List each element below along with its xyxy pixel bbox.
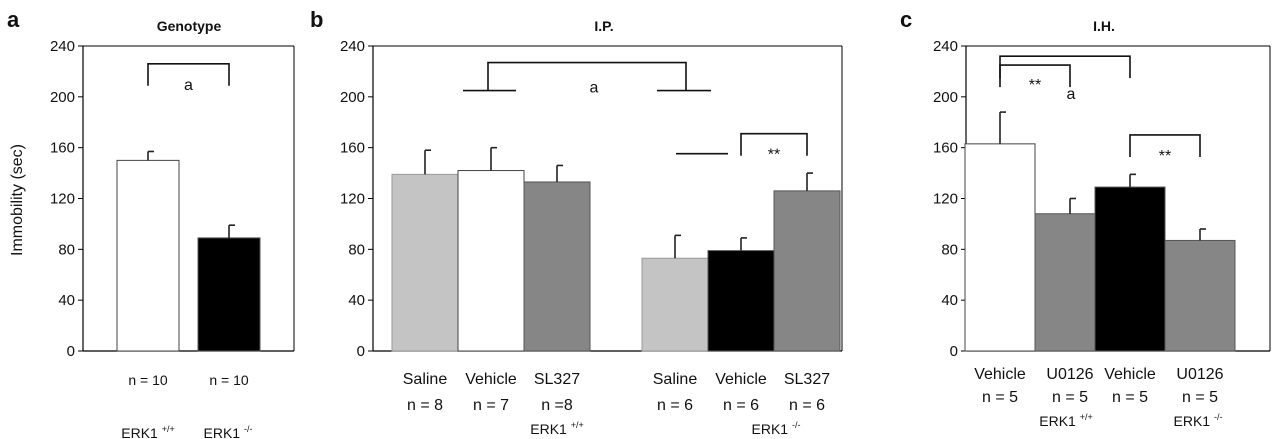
y-tick-label: 120 — [933, 191, 958, 208]
y-axis-label: Immobility (sec) — [9, 144, 26, 256]
bar-n-label: n = 6 — [723, 397, 759, 414]
y-tick-label: 40 — [58, 292, 75, 309]
bar-n-label: n = 5 — [982, 389, 1018, 406]
significance-bracket — [147, 62, 230, 86]
bar-n-label: n = 10 — [209, 372, 249, 388]
bar-label: SL327 — [534, 371, 580, 388]
y-tick-label: 0 — [67, 343, 75, 360]
y-tick-label: 200 — [933, 89, 958, 106]
bar — [1034, 213, 1106, 352]
significance-label: a — [184, 77, 193, 94]
bar — [773, 190, 841, 352]
panel-letter: b — [310, 7, 323, 32]
group-label: ERK1 +/+ — [1039, 412, 1092, 429]
panel-a: a Genotype 0 40 80 120 160 200 240 n = 10 n = 10 ER… — [7, 7, 295, 439]
panel-title: Genotype — [157, 18, 222, 34]
bar-n-label: n = 5 — [1112, 389, 1148, 406]
panel-c: c I.H. 0 40 80 120 160 200 240 Vehicle n = 5 U0126 n… — [900, 7, 1271, 429]
y-tick-label: 160 — [50, 140, 75, 157]
bar — [707, 250, 775, 352]
y-tick-label: 160 — [340, 140, 365, 157]
bar-label: U0126 — [1176, 366, 1223, 383]
panel-title: I.P. — [594, 18, 613, 34]
significance-label: ** — [1029, 77, 1041, 94]
bar-n-label: n = 7 — [473, 397, 509, 414]
y-tick-label: 40 — [941, 292, 958, 309]
group-label: ERK1 -/- — [752, 420, 801, 437]
bar-label: Vehicle — [715, 371, 767, 388]
significance-bracket — [740, 132, 808, 156]
y-tick-label: 40 — [348, 292, 365, 309]
bar — [523, 181, 591, 352]
significance-label: a — [590, 80, 599, 97]
bar-n-label: n =8 — [541, 397, 573, 414]
y-tick-label: 0 — [357, 343, 365, 360]
bar — [641, 257, 709, 352]
panel-title: I.H. — [1093, 18, 1115, 34]
group-label: ERK1 +/+ — [121, 424, 174, 439]
y-tick-label: 80 — [941, 241, 958, 258]
panel-b: b I.P. 0 40 80 120 160 200 240 Saline n = 8 Vehicle… — [310, 7, 843, 437]
bar-n-label: n = 5 — [1182, 389, 1218, 406]
significance-bracket — [999, 64, 1071, 88]
significance-label: ** — [1159, 148, 1171, 165]
bar-label: Saline — [403, 371, 448, 388]
bar-label: Vehicle — [1104, 366, 1156, 383]
y-tick-label: 120 — [340, 191, 365, 208]
bar — [457, 170, 525, 352]
y-tick-label: 160 — [933, 140, 958, 157]
bar-n-label: n = 6 — [657, 397, 693, 414]
bar — [116, 159, 180, 352]
bar-label: Saline — [653, 371, 698, 388]
bar-n-label: n = 6 — [789, 397, 825, 414]
bar — [391, 173, 459, 352]
y-tick-label: 120 — [50, 191, 75, 208]
y-tick-label: 240 — [50, 38, 75, 55]
bar — [1094, 186, 1166, 352]
y-tick-label: 80 — [348, 241, 365, 258]
group-label: ERK1 -/- — [204, 424, 253, 439]
panel-letter: c — [900, 7, 912, 32]
group-label: ERK1 -/- — [1174, 412, 1223, 429]
y-tick-label: 240 — [933, 38, 958, 55]
y-tick-label: 80 — [58, 241, 75, 258]
y-tick-label: 200 — [340, 89, 365, 106]
panel-letter: a — [7, 7, 20, 32]
bar — [197, 237, 261, 352]
y-tick-label: 0 — [950, 343, 958, 360]
bar-label: U0126 — [1046, 366, 1093, 383]
significance-bracket — [999, 55, 1131, 79]
bar-n-label: n = 5 — [1052, 389, 1088, 406]
significance-bracket — [1129, 134, 1201, 157]
bar-label: Vehicle — [974, 366, 1026, 383]
y-tick-label: 240 — [340, 38, 365, 55]
bar-n-label: n = 10 — [128, 372, 168, 388]
group-bracket — [487, 61, 687, 91]
y-tick-label: 200 — [50, 89, 75, 106]
bar-n-label: n = 8 — [407, 397, 443, 414]
bar — [1164, 239, 1236, 352]
bar-label: SL327 — [784, 371, 830, 388]
bar-label: Vehicle — [465, 371, 517, 388]
bar — [964, 143, 1036, 352]
significance-label: a — [1067, 86, 1076, 103]
significance-label: ** — [768, 147, 780, 164]
group-label: ERK1 +/+ — [530, 420, 583, 437]
